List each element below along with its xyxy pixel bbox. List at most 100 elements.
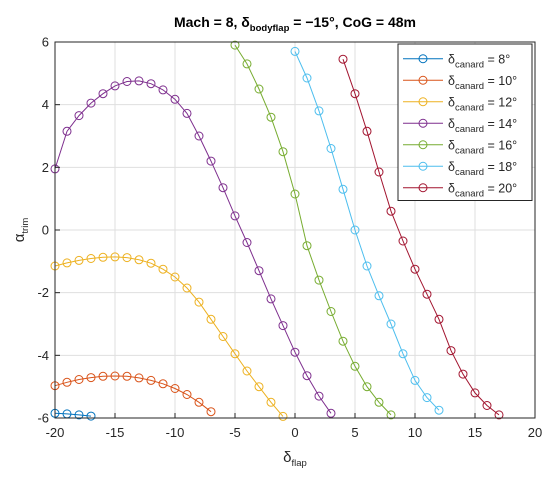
legend-entry-label: δcanard = 10° — [448, 74, 517, 92]
data-point — [386, 319, 396, 329]
data-point — [158, 379, 168, 389]
data-point — [230, 40, 240, 50]
y-tick-label: 4 — [42, 97, 49, 112]
legend-entry-label: δcanard = 8° — [448, 52, 510, 70]
series-5 — [230, 40, 396, 420]
data-point — [86, 98, 96, 108]
data-point — [266, 294, 276, 304]
y-tick-label: 6 — [42, 35, 49, 50]
y-tick-label: -2 — [37, 285, 49, 300]
data-point — [182, 108, 192, 118]
data-point — [74, 375, 84, 384]
legend: δcanard = 8° δcanard = 10° δcanard = 12° δc… — [397, 43, 533, 201]
series-7 — [338, 54, 504, 420]
data-point — [314, 275, 324, 285]
data-point — [122, 371, 132, 381]
data-point — [278, 147, 288, 157]
data-point — [350, 89, 360, 99]
data-point — [98, 252, 108, 262]
x-tick-label: 20 — [528, 425, 542, 440]
data-point — [230, 211, 240, 221]
data-point — [158, 264, 168, 274]
data-point — [278, 321, 288, 331]
data-point — [254, 266, 264, 276]
data-point — [434, 405, 444, 415]
data-point — [362, 261, 372, 271]
data-point — [266, 397, 276, 407]
data-point — [410, 264, 420, 274]
data-point — [86, 254, 96, 263]
x-tick-label: -15 — [106, 425, 125, 440]
data-point — [74, 410, 84, 420]
data-point — [422, 289, 432, 299]
data-point — [410, 375, 420, 385]
data-point — [254, 382, 264, 392]
data-point — [458, 369, 468, 379]
data-point — [446, 346, 456, 356]
x-tick-label: 5 — [351, 425, 358, 440]
data-point — [146, 258, 156, 268]
data-point — [170, 384, 180, 393]
data-point — [146, 79, 156, 89]
data-point — [110, 81, 120, 91]
data-point — [374, 291, 384, 301]
x-tick-label: -10 — [166, 425, 185, 440]
data-point — [122, 77, 132, 86]
data-point — [314, 391, 324, 401]
data-point — [98, 89, 108, 99]
data-point — [290, 189, 300, 199]
series-3 — [50, 252, 288, 421]
data-point — [242, 238, 252, 247]
data-point — [182, 390, 192, 399]
data-point — [194, 397, 204, 407]
data-point — [266, 112, 276, 122]
data-point — [398, 349, 408, 359]
data-point — [422, 393, 432, 403]
data-point — [494, 410, 504, 420]
data-point — [134, 76, 144, 86]
legend-marker — [418, 75, 428, 85]
legend-entry-label: δcanard = 16° — [448, 138, 517, 156]
data-point — [74, 255, 84, 265]
data-point — [326, 307, 336, 316]
x-axis-label: δflap — [283, 449, 307, 469]
series-line — [54, 256, 284, 417]
data-point — [206, 156, 216, 166]
data-point — [278, 411, 288, 421]
data-point — [194, 131, 204, 141]
data-point — [302, 241, 312, 251]
data-point — [386, 410, 396, 420]
data-point — [98, 371, 108, 381]
data-point — [86, 411, 96, 421]
x-tick-label: 10 — [408, 425, 422, 440]
data-point — [206, 407, 216, 417]
data-point — [338, 336, 348, 346]
data-point — [314, 106, 324, 116]
legend-entry-label: δcanard = 12° — [448, 95, 517, 113]
data-point — [302, 73, 312, 83]
data-point — [482, 401, 492, 410]
series-6 — [290, 46, 444, 415]
data-point — [110, 371, 120, 381]
data-point — [74, 111, 84, 121]
data-point — [218, 332, 228, 341]
data-point — [326, 408, 336, 418]
data-point — [362, 382, 372, 392]
data-point — [134, 373, 144, 383]
data-point — [62, 258, 72, 268]
data-point — [242, 59, 252, 69]
data-point — [350, 361, 360, 371]
series-line — [54, 412, 92, 417]
data-point — [146, 375, 156, 385]
legend-marker — [418, 54, 428, 64]
data-point — [182, 283, 192, 293]
series-line — [54, 375, 212, 413]
series-line — [54, 80, 332, 414]
legend-marker — [418, 183, 428, 193]
legend-marker — [418, 140, 428, 150]
y-tick-label: -6 — [37, 411, 49, 426]
data-point — [242, 366, 252, 376]
data-point — [470, 388, 480, 398]
data-point — [398, 236, 408, 246]
